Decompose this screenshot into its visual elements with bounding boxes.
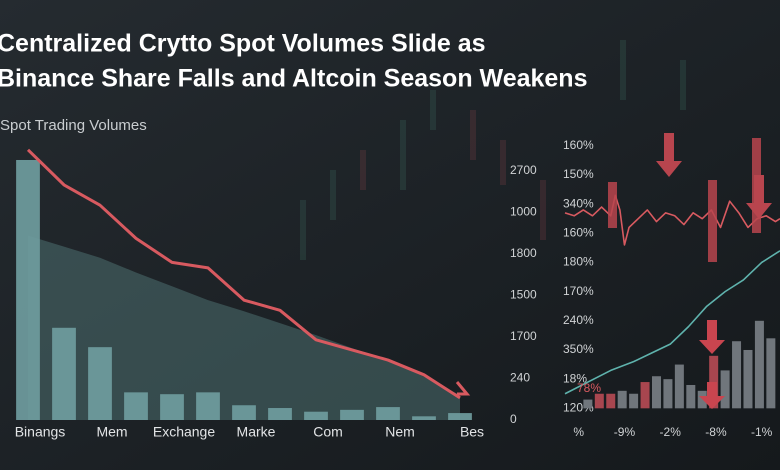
x-tick-label: -2% — [660, 425, 682, 439]
y-tick-label: 170% — [563, 284, 594, 298]
bar — [232, 405, 256, 420]
bar — [412, 416, 436, 420]
bar — [720, 370, 730, 409]
bar — [448, 413, 472, 420]
x-tick-label: Bes — [460, 424, 484, 440]
y-tick-label: 18% — [563, 371, 587, 385]
bar — [583, 399, 593, 409]
x-tick-label: % — [573, 425, 584, 439]
y-tick-label: 240 — [510, 371, 530, 385]
decorations — [455, 133, 772, 409]
x-tick-label: Marke — [237, 424, 276, 440]
y-tick-label: 1500 — [510, 288, 537, 302]
annotation: 78% — [577, 381, 601, 395]
x-tick-label: Nem — [385, 424, 415, 440]
bar — [766, 338, 776, 409]
x-tick-label: -8% — [705, 425, 727, 439]
y-tick-label: 180% — [563, 255, 594, 269]
background-candles — [300, 40, 686, 260]
area — [28, 235, 460, 420]
bar — [732, 341, 742, 409]
y-tick-label: 2700 — [510, 163, 537, 177]
bar — [651, 376, 661, 409]
bar — [697, 390, 707, 409]
y-tick-label: 240% — [563, 313, 594, 327]
bar — [686, 384, 696, 409]
y-tick-label: 350% — [563, 342, 594, 356]
bar — [124, 392, 148, 420]
line — [564, 250, 780, 395]
chart-subtitle: Spot Trading Volumes — [0, 117, 147, 134]
bar — [196, 392, 220, 420]
bar — [160, 394, 184, 420]
bar — [663, 379, 673, 409]
x-tick-label: Binangs — [15, 424, 66, 440]
bar — [617, 390, 627, 409]
plot-area: 2700 1000 1800 1500 1700 240 0 Binangs Mem Exchan… — [15, 138, 780, 440]
bar — [594, 393, 604, 409]
line — [26, 148, 461, 400]
x-tick-label: -1% — [751, 425, 773, 439]
x-tick-label: Com — [313, 424, 343, 440]
y-tick-label: 160% — [563, 138, 594, 152]
bar — [52, 327, 76, 420]
y-tick-label: 150% — [563, 167, 594, 181]
x-tick-label: Mem — [96, 424, 127, 440]
bar — [376, 407, 400, 420]
bar — [606, 393, 616, 409]
x-tick-label: -9% — [614, 425, 636, 439]
y-tick-label: 1800 — [510, 246, 537, 260]
bar — [340, 409, 364, 420]
chart-title: Binance Share Falls and Altcoin Season W… — [0, 65, 587, 93]
line — [564, 194, 780, 246]
y-tick-label: 1000 — [510, 205, 537, 219]
bar — [629, 393, 639, 409]
chart-title: Centralized Crytto Spot Volumes Slide as — [0, 30, 486, 58]
bar — [640, 382, 650, 409]
y-tick-label: 1700 — [510, 329, 537, 343]
bar — [88, 347, 112, 420]
x-tick-label: Exchange — [153, 424, 215, 440]
bar — [674, 364, 684, 409]
bar — [268, 408, 292, 420]
bar — [304, 411, 328, 420]
y-tick-label: 340% — [563, 196, 594, 210]
bar — [16, 159, 40, 420]
bar — [743, 349, 753, 409]
y-tick-label: 160% — [563, 225, 594, 239]
bar — [754, 320, 764, 409]
y-tick-label: 0 — [510, 412, 517, 426]
